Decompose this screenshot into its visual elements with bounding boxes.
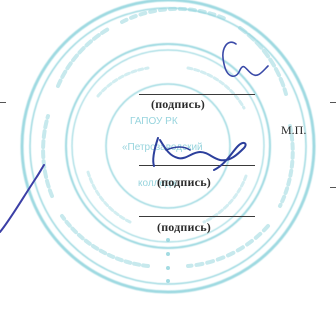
signature-line-3 [139,216,255,217]
right-edge-mark-1 [330,102,336,103]
signature-label-1: (подпись) [151,97,205,111]
signature-label-2: (подпись) [157,175,211,189]
stamp-place-label: М.П. [281,123,307,137]
right-edge-mark-2 [330,187,336,188]
left-edge-mark [0,102,6,103]
signature-label-3: (подпись) [157,220,211,234]
svg-text:«Петрозаводский: «Петрозаводский [122,142,203,153]
svg-text:ГАПОУ РК: ГАПОУ РК [130,116,178,127]
seal-stamp: ГАПОУ РК «Петрозаводский колледж [20,0,316,294]
signature-line-1 [139,94,255,95]
signature-line-2 [139,165,255,166]
svg-text:колледж: колледж [138,178,178,189]
